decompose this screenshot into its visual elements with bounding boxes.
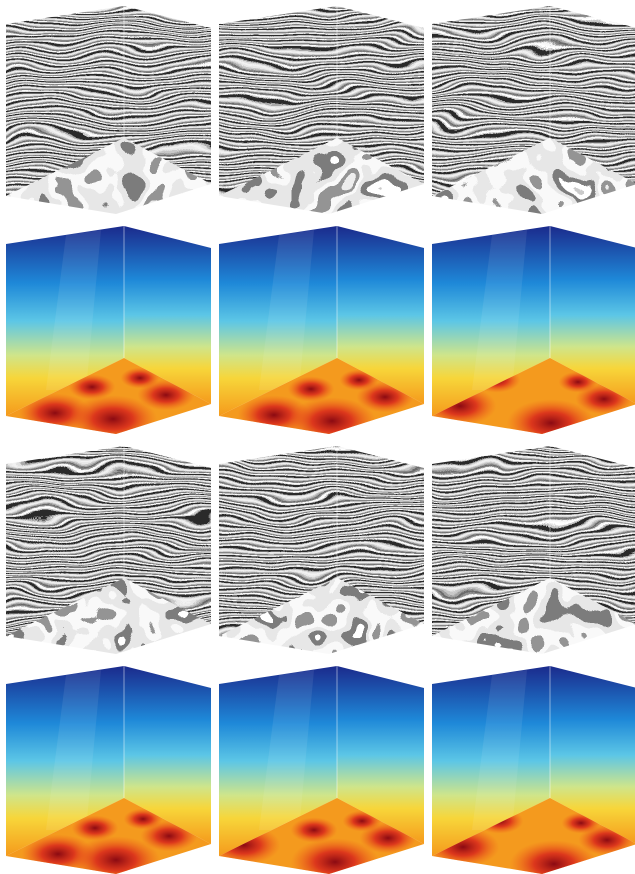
- wall-shade: [472, 670, 527, 830]
- wall-shade: [259, 230, 314, 390]
- velocity-wall: [550, 226, 635, 403]
- velocity-wall: [432, 666, 550, 856]
- velocity-wall: [337, 666, 424, 844]
- volume-panel: [432, 226, 635, 434]
- velocity-anomaly: [506, 399, 596, 434]
- volume-panel: [6, 666, 211, 874]
- wall-shade: [46, 230, 101, 390]
- wall-shade: [472, 230, 527, 390]
- volume-panel: [219, 446, 424, 654]
- velocity-wall: [550, 666, 635, 843]
- velocity-wall: [124, 666, 211, 844]
- velocity-anomaly: [509, 840, 599, 874]
- volume-panel: [6, 226, 211, 434]
- velocity-wall: [337, 226, 424, 404]
- velocity-anomaly: [287, 376, 335, 402]
- volume-panel: [219, 226, 424, 434]
- velocity-anomaly: [290, 817, 338, 843]
- volume-panel: [219, 6, 424, 214]
- volume-panel: [6, 6, 211, 214]
- velocity-anomaly: [123, 808, 163, 830]
- velocity-wall: [6, 226, 124, 416]
- volume-panel: [219, 666, 424, 874]
- velocity-wall: [219, 226, 337, 416]
- velocity-anomaly: [120, 367, 160, 389]
- velocity-wall: [6, 666, 124, 856]
- velocity-wall: [432, 226, 550, 416]
- volume-panel: [432, 446, 635, 654]
- velocity-wall: [124, 226, 211, 404]
- velocity-anomaly: [68, 374, 116, 400]
- velocity-wall: [219, 666, 337, 856]
- volume-panel: [6, 446, 211, 654]
- velocity-anomaly: [71, 815, 119, 841]
- wall-shade: [259, 670, 314, 830]
- volume-panel: [432, 6, 635, 214]
- volume-panel: [432, 666, 635, 874]
- wall-shade: [46, 670, 101, 830]
